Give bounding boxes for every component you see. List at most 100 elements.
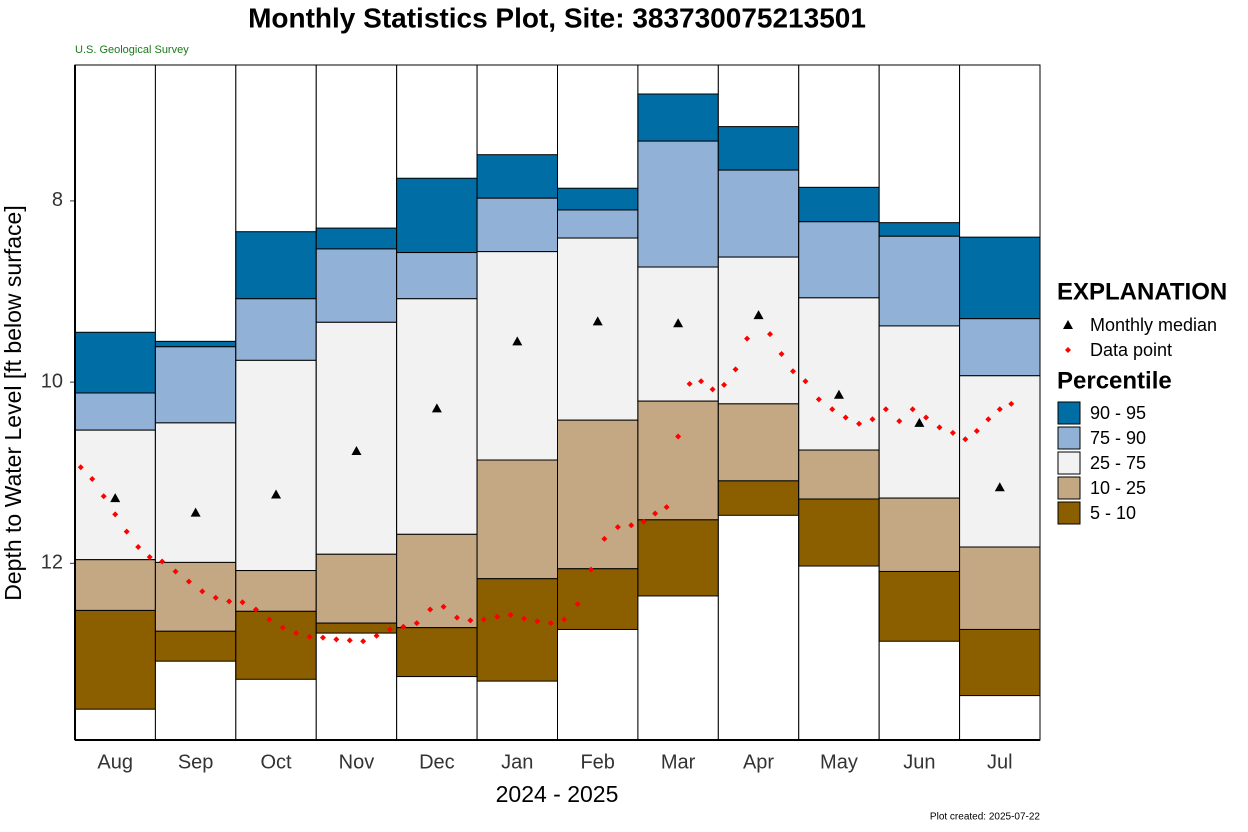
x-tick-label: Dec xyxy=(419,751,455,773)
percentile-band xyxy=(637,519,719,597)
data-point xyxy=(252,606,259,613)
percentile-band xyxy=(557,419,639,570)
data-point xyxy=(346,637,353,644)
legend-label: 25 - 75 xyxy=(1090,453,1146,473)
data-point xyxy=(652,510,659,517)
data-point xyxy=(135,544,142,551)
median-marker xyxy=(271,489,282,499)
percentile-band xyxy=(637,266,719,402)
median-marker xyxy=(914,417,925,427)
data-point xyxy=(199,588,206,595)
data-point xyxy=(601,535,608,542)
percentile-band xyxy=(154,630,237,662)
percentile-band xyxy=(557,187,639,211)
data-point xyxy=(909,406,916,413)
percentile-band xyxy=(315,227,398,250)
data-point xyxy=(588,566,595,573)
data-point xyxy=(440,603,447,610)
percentile-band xyxy=(557,568,639,630)
x-tick-label: Nov xyxy=(339,751,375,773)
x-tick-label: Oct xyxy=(260,751,292,773)
median-marker xyxy=(673,318,684,328)
data-point xyxy=(239,599,246,606)
percentile-band xyxy=(235,610,317,680)
x-tick-label: Jan xyxy=(501,751,533,773)
median-marker xyxy=(592,316,603,326)
data-point xyxy=(663,504,670,511)
data-point xyxy=(212,594,219,601)
y-tick-label: 12 xyxy=(41,552,63,574)
legend-label: Monthly median xyxy=(1090,315,1217,335)
data-point xyxy=(778,351,785,358)
data-point xyxy=(100,493,107,500)
percentile-band xyxy=(476,459,559,580)
data-point xyxy=(962,436,969,443)
percentile-band xyxy=(878,570,961,642)
x-tick-label: Aug xyxy=(97,751,133,773)
percentile-band xyxy=(476,578,559,682)
percentile-band xyxy=(315,248,398,323)
data-point xyxy=(306,633,313,640)
x-tick-label: Feb xyxy=(580,751,614,773)
y-tick-label: 8 xyxy=(52,189,63,211)
percentile-band xyxy=(717,169,800,258)
data-point xyxy=(427,606,434,613)
data-point xyxy=(923,414,930,421)
data-point xyxy=(226,598,233,605)
data-point xyxy=(767,331,774,338)
percentile-band xyxy=(798,221,880,299)
legend-label: 90 - 95 xyxy=(1090,403,1146,423)
legend-point-symbol xyxy=(1065,347,1071,353)
legend-label: 5 - 10 xyxy=(1090,503,1136,523)
data-point xyxy=(561,616,568,623)
data-point xyxy=(574,601,581,608)
percentile-band xyxy=(798,449,880,500)
data-point xyxy=(842,414,849,421)
percentile-band xyxy=(235,359,317,572)
median-marker xyxy=(994,482,1005,492)
percentile-band xyxy=(878,222,961,237)
percentile-band xyxy=(959,318,1041,377)
percentile-band xyxy=(798,186,880,223)
data-point xyxy=(386,626,393,633)
percentile-band xyxy=(959,375,1041,548)
percentile-band xyxy=(798,297,880,451)
legend-swatch xyxy=(1057,476,1081,500)
median-marker xyxy=(190,507,201,517)
data-point xyxy=(507,611,514,618)
percentile-band xyxy=(74,392,156,431)
data-point xyxy=(494,613,501,620)
x-tick-label: Sep xyxy=(178,751,214,773)
data-point xyxy=(949,429,956,436)
chart-title: Monthly Statistics Plot, Site: 383730075… xyxy=(248,2,866,33)
data-point xyxy=(123,528,130,535)
data-point xyxy=(829,406,836,413)
data-point xyxy=(985,416,992,423)
y-axis-label: Depth to Water Level [ft below surface] xyxy=(0,205,26,600)
percentile-band xyxy=(798,498,880,567)
percentile-band xyxy=(557,209,639,239)
median-marker xyxy=(512,336,523,346)
percentile-band xyxy=(637,400,719,521)
data-point xyxy=(547,620,554,627)
data-point xyxy=(319,634,326,641)
data-point xyxy=(413,620,420,627)
data-point xyxy=(1008,400,1015,407)
data-point xyxy=(467,617,474,624)
median-marker xyxy=(833,389,844,399)
legend-swatch xyxy=(1057,401,1081,425)
data-point xyxy=(640,518,647,525)
percentile-band xyxy=(396,252,478,300)
subtitle: U.S. Geological Survey xyxy=(75,44,189,56)
percentile-band xyxy=(74,331,156,394)
percentile-band xyxy=(878,235,961,327)
percentile-band xyxy=(637,93,719,142)
median-marker xyxy=(431,403,442,413)
y-tick-label: 10 xyxy=(41,370,63,392)
data-point xyxy=(77,464,84,471)
percentile-band xyxy=(959,236,1041,320)
data-point xyxy=(373,632,380,639)
legend-swatch xyxy=(1057,451,1081,475)
percentile-band xyxy=(315,553,398,624)
data-point xyxy=(709,386,716,393)
